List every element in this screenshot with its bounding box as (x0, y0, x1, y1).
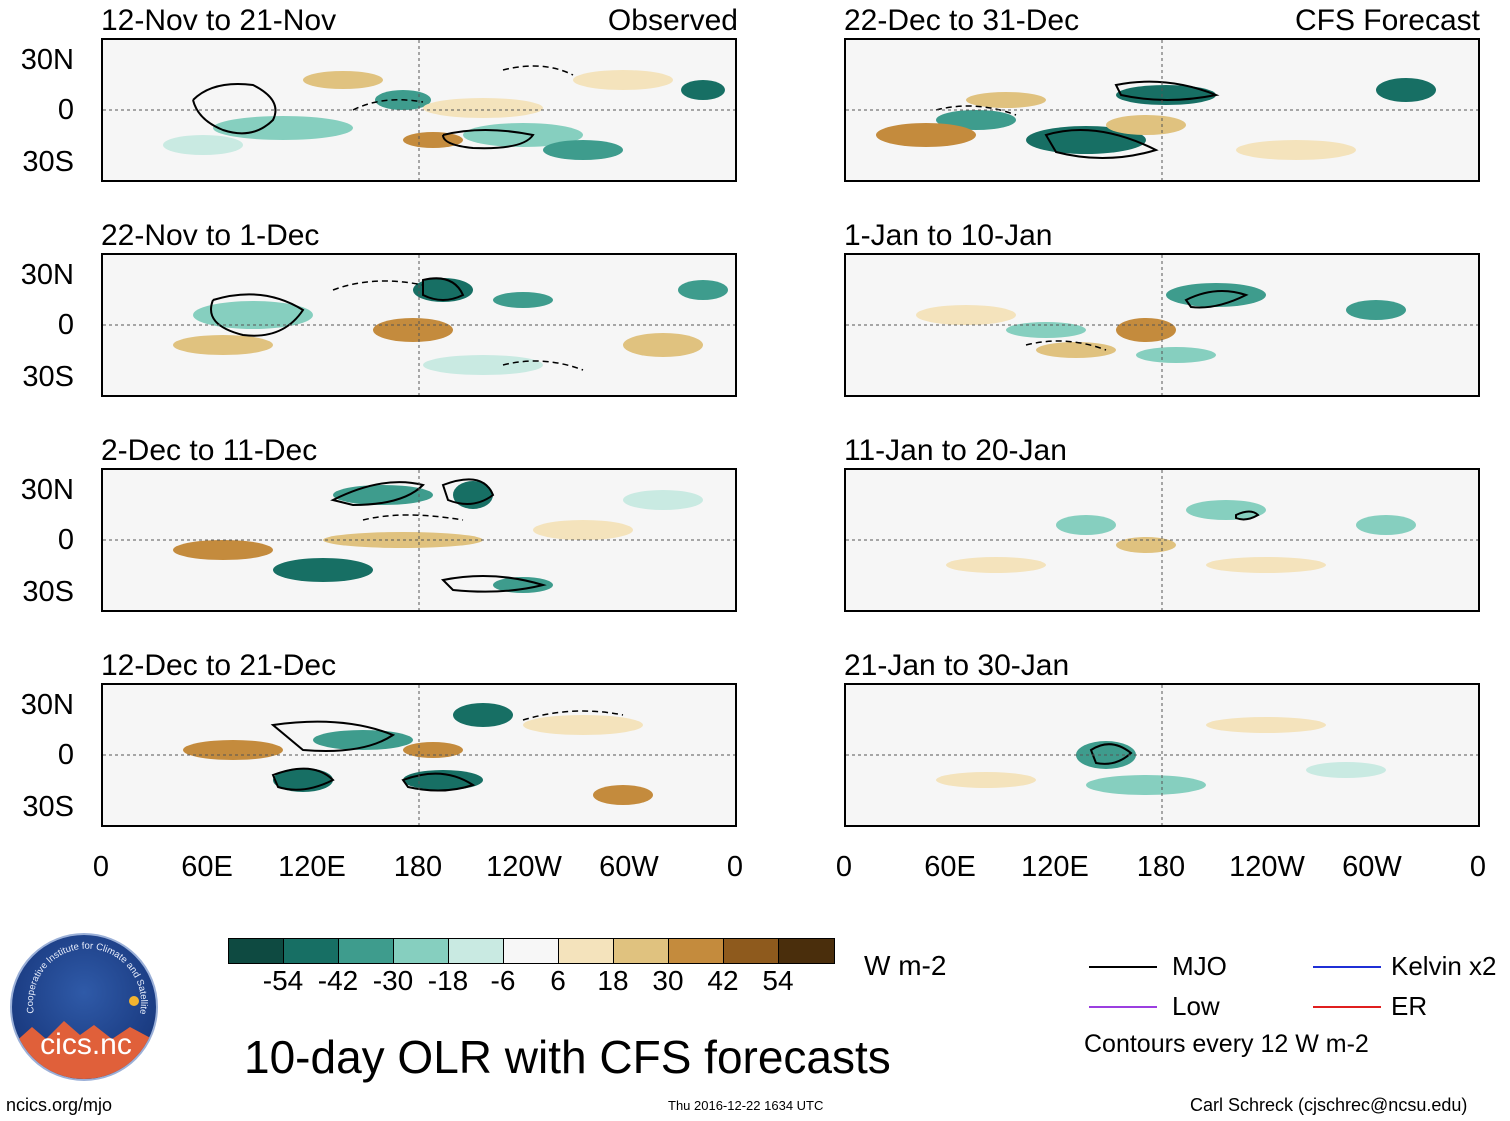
olr-field-2 (103, 255, 735, 395)
forecast-header: CFS Forecast (1294, 4, 1480, 37)
legend-label-mjo: MJO (1172, 951, 1227, 981)
legend-line-kelvin (1313, 966, 1381, 968)
colorbar-label-7: 18 (597, 965, 629, 996)
olr-field-4 (103, 685, 735, 825)
legend-line-er (1313, 1006, 1381, 1008)
legend-label-er: ER (1391, 991, 1428, 1021)
ytick-30s-1: 30S (22, 146, 74, 178)
colorbar-swatch-7 (559, 939, 614, 963)
ytick-30n-4: 30N (20, 689, 74, 721)
contour-note: Contours every 12 W m-2 (1084, 1030, 1369, 1058)
ytick-30n-3: 30N (20, 474, 74, 506)
footer-timestamp: Thu 2016-12-22 1634 UTC (668, 1098, 824, 1113)
colorbar-swatch-8 (614, 939, 669, 963)
ytick-0-2: 0 (57, 309, 74, 341)
footer-author: Carl Schreck (cjschrec@ncsu.edu) (1190, 1095, 1468, 1115)
map-panel-7 (844, 468, 1480, 612)
xtick-right-60e: 60E (924, 851, 976, 883)
colorbar-label-4: -18 (427, 965, 469, 996)
colorbar-swatch-11 (779, 939, 834, 963)
sun-icon (129, 996, 139, 1006)
ytick-30s-2: 30S (22, 361, 74, 393)
colorbar-swatch-6 (504, 939, 559, 963)
ytick-0-4: 0 (57, 739, 74, 771)
panel-title-8: 21-Jan to 30-Jan (844, 649, 1070, 682)
xtick-right-180: 180 (1136, 851, 1186, 883)
xtick-left-120w: 120W (486, 851, 562, 883)
olr-field-8 (846, 685, 1478, 825)
xtick-right-120w: 120W (1229, 851, 1305, 883)
colorbar-label-3: -30 (372, 965, 414, 996)
panel-title-5: 22-Dec to 31-Dec (844, 4, 1080, 37)
colorbar (228, 938, 835, 964)
ytick-0-1: 0 (57, 94, 74, 126)
panel-title-4: 12-Dec to 21-Dec (101, 649, 337, 682)
ytick-30n-2: 30N (20, 259, 74, 291)
panel-title-3: 2-Dec to 11-Dec (101, 434, 318, 467)
colorbar-swatch-1 (229, 939, 284, 963)
xtick-left-0-end: 0 (726, 851, 744, 883)
map-panel-4 (101, 683, 737, 827)
xtick-right-0: 0 (835, 851, 853, 883)
ytick-30s-3: 30S (22, 576, 74, 608)
map-panel-2 (101, 253, 737, 397)
logo-text: cics.nc (40, 1028, 132, 1061)
xtick-right-60w: 60W (1342, 851, 1402, 883)
cics-logo: Cooperative Institute for Climate and Sa… (10, 933, 158, 1081)
panel-title-1: 12-Nov to 21-Nov (101, 4, 337, 37)
map-panel-8 (844, 683, 1480, 827)
observed-header: Observed (607, 4, 738, 37)
logo-graphic: Cooperative Institute for Climate and Sa… (12, 935, 156, 1079)
colorbar-swatch-4 (394, 939, 449, 963)
panel-title-2: 22-Nov to 1-Dec (101, 219, 320, 252)
map-panel-3 (101, 468, 737, 612)
xtick-left-0: 0 (92, 851, 110, 883)
legend-line-mjo (1089, 966, 1157, 968)
ytick-30s-4: 30S (22, 791, 74, 823)
colorbar-swatch-5 (449, 939, 504, 963)
footer-url[interactable]: ncics.org/mjo (6, 1095, 113, 1115)
olr-field-7 (846, 470, 1478, 610)
map-panel-6 (844, 253, 1480, 397)
colorbar-label-6: 6 (550, 965, 566, 996)
xtick-right-120e: 120E (1021, 851, 1089, 883)
olr-field-6 (846, 255, 1478, 395)
logo-ring-text: Cooperative Institute for Climate and Sa… (12, 935, 149, 1015)
colorbar-label-9: 42 (707, 965, 739, 996)
olr-field-1 (103, 40, 735, 180)
xtick-left-180: 180 (393, 851, 443, 883)
xtick-left-60e: 60E (181, 851, 233, 883)
xtick-left-120e: 120E (278, 851, 346, 883)
colorbar-swatch-10 (724, 939, 779, 963)
colorbar-swatch-9 (669, 939, 724, 963)
colorbar-label-1: -54 (262, 965, 304, 996)
panel-title-6: 1-Jan to 10-Jan (844, 219, 1053, 252)
legend-line-low (1089, 1006, 1157, 1008)
colorbar-swatch-2 (284, 939, 339, 963)
colorbar-label-5: -6 (490, 965, 516, 996)
colorbar-label-10: 54 (762, 965, 794, 996)
map-panel-1 (101, 38, 737, 182)
mountain-icon (12, 1021, 156, 1079)
olr-field-3 (103, 470, 735, 610)
colorbar-label-2: -42 (317, 965, 359, 996)
colorbar-swatch-3 (339, 939, 394, 963)
map-panel-5 (844, 38, 1480, 182)
colorbar-label-8: 30 (652, 965, 684, 996)
legend-label-kelvin: Kelvin x2 (1391, 951, 1497, 981)
chart-title: 10-day OLR with CFS forecasts (244, 1031, 891, 1083)
xtick-left-60w: 60W (599, 851, 659, 883)
panel-title-7: 11-Jan to 20-Jan (844, 434, 1067, 467)
xtick-right-0-end: 0 (1469, 851, 1487, 883)
legend-label-low: Low (1172, 991, 1220, 1021)
olr-field-5 (846, 40, 1478, 180)
ytick-0-3: 0 (57, 524, 74, 556)
ytick-30n-1: 30N (20, 44, 74, 76)
colorbar-units: W m-2 (864, 950, 947, 981)
